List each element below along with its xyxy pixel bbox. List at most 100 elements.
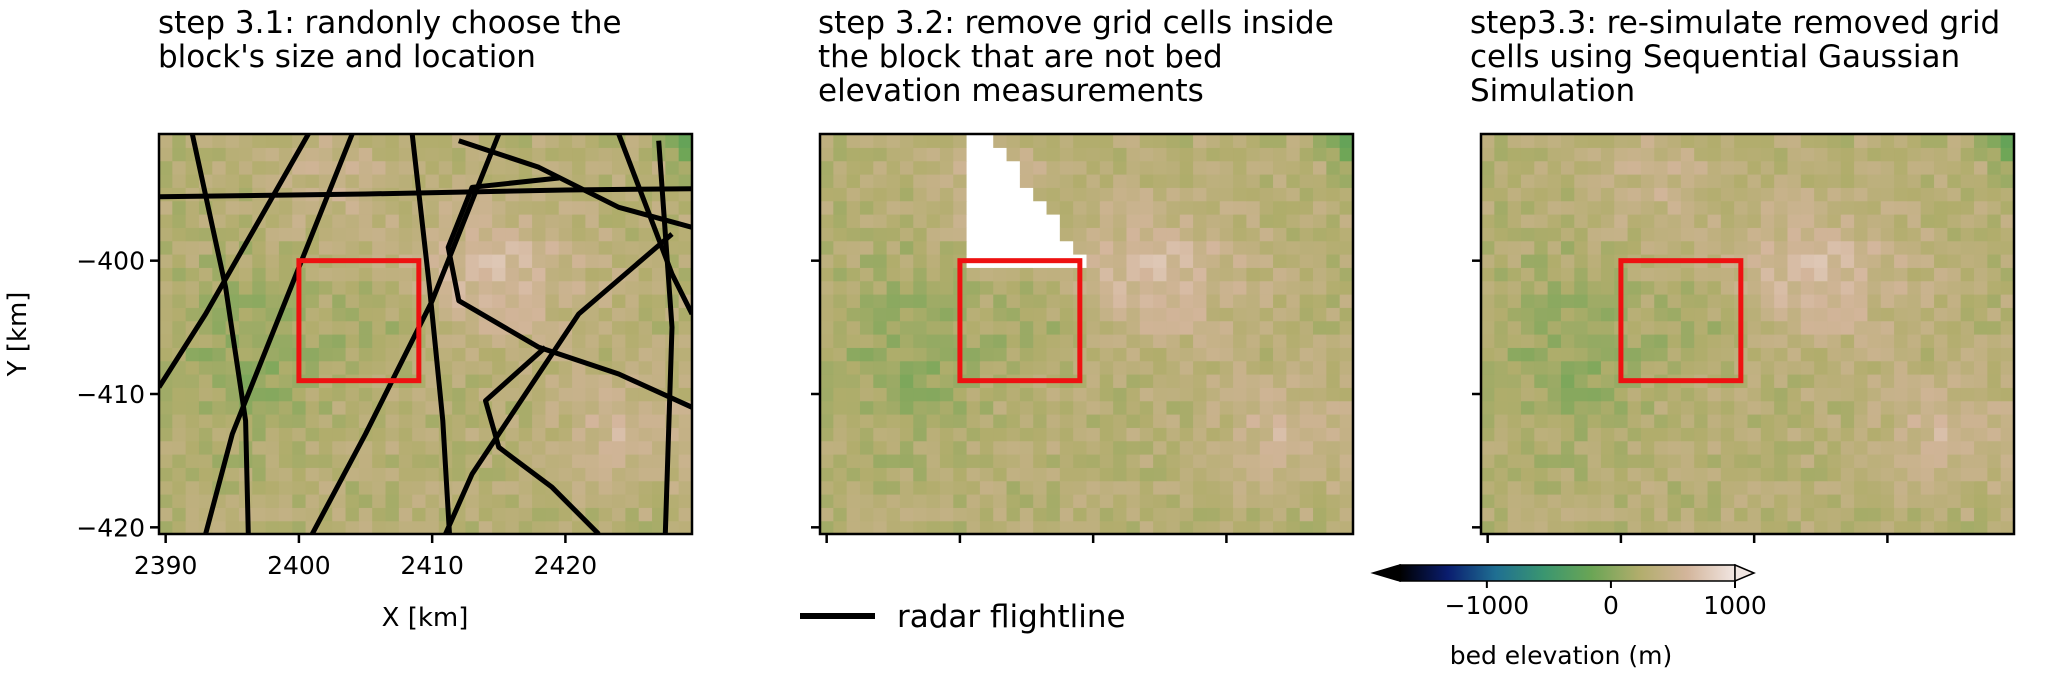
heatmap-cell [926, 400, 941, 415]
heatmap-cell [1139, 320, 1154, 335]
heatmap-cell [1313, 494, 1327, 508]
heatmap-cell [332, 454, 347, 468]
heatmap-cell [1006, 294, 1021, 308]
heatmap-cell [1667, 240, 1682, 255]
heatmap-cell [1219, 280, 1234, 295]
heatmap-cell [1960, 174, 1975, 188]
heatmap-cell [1273, 267, 1287, 282]
heatmap-cell [1126, 520, 1141, 534]
heatmap-cell [1747, 454, 1762, 468]
heatmap-cell [1019, 494, 1034, 508]
heatmap-cell [859, 134, 874, 148]
heatmap-cell [492, 214, 507, 228]
heatmap-cell [1827, 240, 1842, 255]
heatmap-cell [159, 254, 173, 268]
heatmap-cell [1299, 254, 1314, 268]
heatmap-cell [1233, 347, 1247, 362]
heatmap-cell [1894, 267, 1908, 282]
heatmap-cell [1033, 414, 1048, 428]
heatmap-cell [1273, 160, 1287, 175]
heatmap-cell [1574, 240, 1589, 255]
heatmap-cell [1760, 387, 1775, 402]
heatmap-cell [1046, 320, 1061, 335]
heatmap-cell [1339, 227, 1353, 242]
heatmap-cell [1547, 427, 1562, 442]
heatmap-cell [1246, 374, 1261, 388]
heatmap-cell [518, 294, 533, 308]
heatmap-cell [846, 440, 861, 455]
heatmap-cell [478, 320, 493, 335]
heatmap-cell [332, 360, 347, 375]
heatmap-cell [425, 440, 440, 455]
heatmap-cell [1587, 387, 1602, 402]
heatmap-cell [1760, 440, 1775, 455]
heatmap-cell [278, 347, 293, 362]
heatmap-cell [899, 160, 914, 175]
heatmap-cell [1667, 214, 1682, 228]
heatmap-cell [358, 400, 373, 415]
heatmap-cell [1153, 347, 1168, 362]
heatmap-cell [1800, 520, 1815, 534]
heatmap-cell [1006, 454, 1021, 468]
heatmap-cell [2000, 334, 2014, 348]
heatmap-cell [1166, 520, 1181, 534]
heatmap-cell [1019, 214, 1034, 228]
heatmap-cell [1006, 400, 1021, 415]
heatmap-cell [2000, 320, 2014, 335]
heatmap-cell [212, 440, 227, 455]
heatmap-cell [1073, 440, 1088, 455]
heatmap-cell [1534, 240, 1549, 255]
heatmap-cell [265, 454, 280, 468]
flightline [309, 134, 502, 534]
heatmap-cell [1680, 174, 1695, 188]
heatmap-cell [332, 267, 347, 282]
heatmap-cell [1707, 294, 1722, 308]
heatmap-cell [518, 507, 533, 522]
heatmap-cell [859, 414, 874, 428]
heatmap-cell [913, 334, 928, 348]
heatmap-cell [1774, 440, 1789, 455]
heatmap-cell [1313, 147, 1327, 162]
heatmap-cell [438, 307, 453, 322]
heatmap-cell [1166, 240, 1181, 255]
heatmap-cell [1273, 427, 1287, 442]
heatmap-cell [1073, 187, 1088, 202]
heatmap-cell [1920, 387, 1935, 402]
heatmap-cell [625, 214, 640, 228]
heatmap-cell [2000, 147, 2014, 162]
heatmap-cell [966, 320, 981, 335]
heatmap-cell [1113, 294, 1128, 308]
heatmap-cell [1974, 214, 1988, 228]
heatmap-cell [1019, 267, 1034, 282]
heatmap-cell [1814, 160, 1829, 175]
heatmap-cell [846, 494, 861, 508]
heatmap-cell [305, 347, 320, 362]
heatmap-cell [572, 200, 586, 215]
heatmap-cell [372, 240, 387, 255]
heatmap-cell [1059, 214, 1074, 228]
heatmap-cell [225, 454, 240, 468]
heatmap-cell [1640, 427, 1655, 442]
heatmap-cell [2000, 227, 2014, 242]
heatmap-cell [265, 480, 280, 495]
heatmap-cell [1694, 467, 1709, 482]
heatmap-cell [452, 400, 467, 415]
heatmap-cell [265, 280, 280, 295]
heatmap-cell [1179, 440, 1194, 455]
heatmap-cell [1193, 427, 1208, 442]
heatmap-cell [212, 200, 227, 215]
heatmap-cell [1907, 254, 1922, 268]
heatmap-cell [913, 427, 928, 442]
heatmap-cell [638, 227, 653, 242]
heatmap-cell [833, 440, 848, 455]
heatmap-cell [1600, 440, 1615, 455]
heatmap-cell [1273, 320, 1287, 335]
heatmap-cell [979, 454, 994, 468]
heatmap-cell [412, 494, 427, 508]
heatmap-cell [1987, 494, 2002, 508]
heatmap-cell [859, 387, 874, 402]
y-tick-label: −410 [76, 380, 145, 409]
heatmap-cell [1507, 467, 1522, 482]
heatmap-cell [1667, 334, 1682, 348]
